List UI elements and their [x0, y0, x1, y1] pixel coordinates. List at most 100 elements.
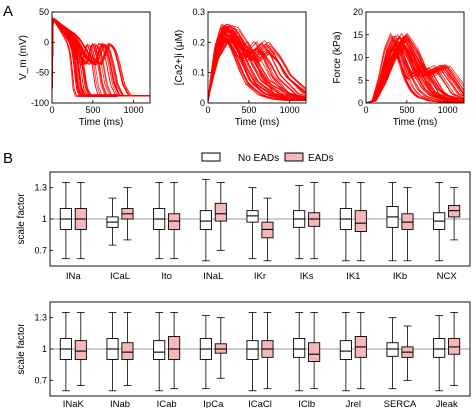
- panel-label-b: B: [3, 150, 13, 167]
- scale2-ytick-label: 1: [42, 344, 47, 354]
- force-xtick-label: 500: [399, 105, 414, 115]
- scale2-ytick-label: 0.7: [34, 375, 47, 385]
- scale1-category-label: IKr: [254, 271, 266, 282]
- force-trace-EAD-trace: [365, 41, 464, 104]
- scale2-Jrel-no-ead-box: [339, 312, 352, 392]
- scale2-ICaCl-no-ead-iqr: [246, 340, 259, 360]
- force-xtick-label: 1000: [438, 105, 458, 115]
- scale1-INaL-no-ead-iqr: [199, 210, 212, 230]
- scale1-IKr-no-ead-box: [246, 187, 259, 260]
- scale2-ICab-ead-box: [168, 312, 181, 390]
- force-ytick-label: 15: [353, 30, 363, 40]
- scale2-INab-no-ead-box: [106, 312, 119, 392]
- scale-factor-plot-bottom: INaK INab ICab IpCa ICaCl IClb Jrel SERCA Jleak 0…: [16, 301, 471, 408]
- scale2-ICab-ead-iqr: [168, 336, 181, 360]
- panel-label-a: A: [3, 3, 13, 20]
- ca-xtick-label: 0: [205, 105, 210, 115]
- force-traces: [365, 32, 465, 104]
- scale1-IKb-no-ead-box: [386, 182, 399, 262]
- vm-xtick-label: 0: [49, 105, 54, 115]
- scale1-INa-no-ead-box: [59, 182, 72, 260]
- scale1-IK1-ead-box: [354, 182, 367, 262]
- scale2-IClb-ead-iqr: [308, 342, 321, 362]
- scale2-INaK-ead-box: [74, 312, 87, 386]
- legend-label-no-ead: No EADs: [238, 153, 279, 164]
- scale2-category-label: ICab: [157, 399, 177, 408]
- ca-trace-EAD-trace: [207, 26, 307, 102]
- force-ytick-label: 20: [353, 7, 363, 17]
- force-trace-EAD-trace: [365, 35, 465, 104]
- force-trace-EAD-trace: [365, 38, 465, 104]
- scale1-IK1-ead-iqr: [354, 210, 367, 232]
- force-ytick-label: 10: [353, 53, 363, 63]
- scale2-ICab-no-ead-box: [153, 312, 166, 392]
- scale2-INaK-ead-iqr: [74, 340, 87, 360]
- scale2-category-label: INaK: [63, 399, 85, 408]
- vm-ytick-label: 50: [39, 7, 49, 17]
- scale2-IpCa-ead-box: [214, 317, 227, 379]
- force-trace-EAD-trace: [365, 39, 465, 104]
- scale1-INaL-ead-box: [214, 182, 227, 251]
- ca-xlabel: Time (ms): [235, 117, 280, 128]
- scale1-IKr-ead-box: [261, 197, 274, 262]
- force-trace-EAD-trace: [365, 47, 464, 104]
- legend-swatch-ead: [284, 152, 304, 162]
- ca-trace-EAD-trace: [207, 26, 306, 102]
- scale1-ytick-label: 0.7: [34, 245, 47, 255]
- scale2-category-label: IClb: [298, 399, 315, 408]
- scale1-category-label: NCX: [437, 271, 458, 282]
- vm-xlabel: Time (ms): [79, 117, 124, 128]
- scale1-category-label: IKb: [393, 271, 407, 282]
- ca-ytick-label: 0.2: [192, 37, 205, 47]
- legend-label-ead: EADs: [308, 153, 334, 164]
- ca-ylabel: [Ca2+]i (μM): [174, 30, 185, 86]
- scale2-INab-ead-iqr: [121, 342, 134, 360]
- force-ytick-label: 5: [358, 75, 363, 85]
- scale1-INaL-no-ead-box: [199, 178, 212, 262]
- scale2-INaK-no-ead-box: [59, 312, 72, 392]
- ca-trace-EAD-trace: [207, 39, 307, 102]
- ca-trace-EAD-trace: [207, 25, 307, 102]
- scale1-IKb-ead-box: [401, 187, 414, 262]
- scale2-IClb-no-ead-iqr: [293, 338, 306, 358]
- scale2-ylabel: scale factor: [16, 323, 27, 375]
- scale1-ICaL-no-ead-box: [106, 197, 119, 246]
- scale1-ytick-label: 1.3: [34, 183, 47, 193]
- vm-plot: 0 500 1000 -100 -50 0 50 Time (ms) V_m (mV): [18, 7, 151, 128]
- scale2-ytick-label: 1.3: [34, 313, 47, 323]
- scale2-Jrel-ead-box: [354, 312, 367, 390]
- scale1-Ito-no-ead-box: [153, 182, 166, 260]
- scale2-category-label: INab: [110, 399, 130, 408]
- scale2-SERCA-ead-box: [401, 325, 414, 381]
- scale1-IKs-ead-box: [308, 182, 321, 260]
- ca-ytick-label: 0.1: [192, 68, 205, 78]
- ca-traces: [207, 23, 307, 102]
- scale2-IClb-ead-box: [308, 312, 321, 390]
- scale2-ICaCl-no-ead-box: [246, 312, 259, 392]
- scale2-INab-ead-box: [121, 312, 134, 386]
- vm-ytick-label: 0: [44, 37, 49, 47]
- vm-traces: [51, 17, 150, 98]
- ca-trace-EAD-trace: [207, 36, 306, 102]
- scale1-ylabel: scale factor: [16, 193, 27, 245]
- scale1-category-label: Ito: [161, 271, 172, 282]
- scale-factor-plot-top: INa ICaL Ito INaL IKr IKs IK1 IKb NCX 0.7 1 1.3 scal…: [16, 171, 471, 282]
- scale2-category-label: Jleak: [436, 399, 458, 408]
- scale1-IKs-no-ead-box: [293, 185, 306, 260]
- force-ytick-label: 0: [358, 98, 363, 108]
- force-ylabel: Force (kPa): [332, 31, 343, 83]
- vm-frame: [51, 11, 151, 104]
- scale2-Jleak-no-ead-iqr: [433, 338, 446, 358]
- ca-ytick-label: 0.3: [192, 7, 205, 17]
- scale2-category-label: Jrel: [346, 399, 361, 408]
- force-xlabel: Time (ms): [393, 117, 438, 128]
- vm-ylabel: V_m (mV): [18, 35, 29, 80]
- scale1-INa-ead-box: [74, 182, 87, 260]
- scale1-category-label: IKs: [300, 271, 314, 282]
- legend-swatch-no-ead: [201, 152, 221, 162]
- scale2-SERCA-no-ead-box: [386, 317, 399, 390]
- scale1-ytick-label: 1: [42, 214, 47, 224]
- scale1-category-label: IK1: [346, 271, 360, 282]
- scale1-IK1-no-ead-box: [339, 182, 352, 262]
